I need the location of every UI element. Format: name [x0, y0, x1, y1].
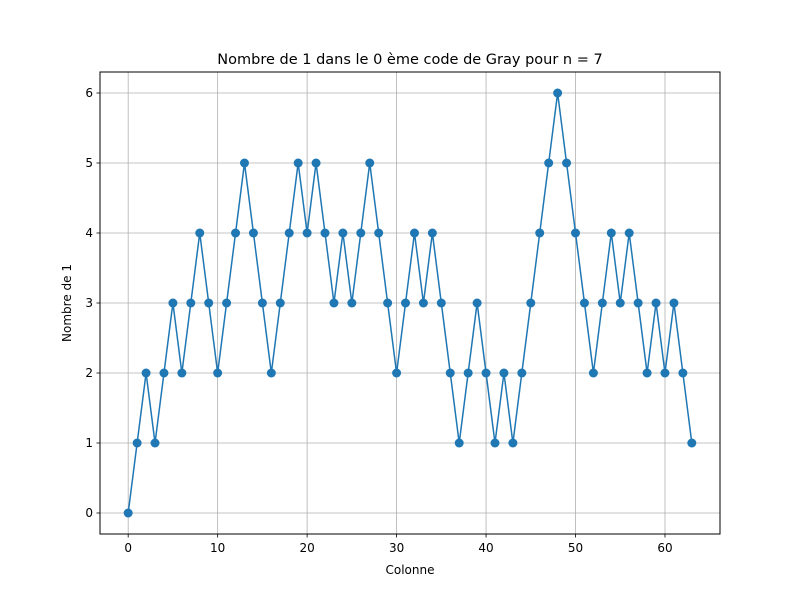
data-point — [248, 228, 258, 238]
data-point — [490, 438, 500, 448]
x-tick-label: 50 — [568, 541, 583, 555]
x-axis-label: Colonne — [386, 563, 435, 577]
data-point — [141, 368, 151, 378]
data-point — [401, 298, 411, 308]
data-point — [553, 88, 563, 98]
data-point — [383, 298, 393, 308]
data-point — [436, 298, 446, 308]
data-point — [579, 298, 589, 308]
data-point — [454, 438, 464, 448]
data-point — [150, 438, 160, 448]
data-point — [266, 368, 276, 378]
data-point — [231, 228, 241, 238]
data-point — [195, 228, 205, 238]
data-point — [338, 228, 348, 238]
data-point — [213, 368, 223, 378]
y-tick-label: 4 — [85, 226, 93, 240]
data-point — [615, 298, 625, 308]
data-point — [302, 228, 312, 238]
data-point — [499, 368, 509, 378]
data-point — [159, 368, 169, 378]
data-point — [624, 228, 634, 238]
x-tick-label: 60 — [657, 541, 672, 555]
data-point — [374, 228, 384, 238]
y-tick-label: 5 — [85, 156, 93, 170]
data-point — [392, 368, 402, 378]
series-layer — [123, 88, 697, 518]
y-tick-label: 6 — [85, 86, 93, 100]
data-point — [508, 438, 518, 448]
data-point — [204, 298, 214, 308]
data-point — [535, 228, 545, 238]
data-point — [347, 298, 357, 308]
data-point — [633, 298, 643, 308]
data-point — [544, 158, 554, 168]
data-point — [356, 228, 366, 238]
x-tick-label: 0 — [124, 541, 132, 555]
data-point — [222, 298, 232, 308]
data-point — [123, 508, 133, 518]
data-point — [687, 438, 697, 448]
x-tick-label: 30 — [389, 541, 404, 555]
y-axis-label: Nombre de 1 — [60, 264, 74, 342]
data-point — [597, 298, 607, 308]
data-point — [239, 158, 249, 168]
data-point — [329, 298, 339, 308]
tick-layer: 0 10 20 30 40 50 60 0 1 2 3 4 5 6 — [85, 86, 672, 555]
data-point — [481, 368, 491, 378]
data-point — [571, 228, 581, 238]
data-point — [177, 368, 187, 378]
x-tick-label: 40 — [478, 541, 493, 555]
y-tick-label: 3 — [85, 296, 93, 310]
y-tick-label: 1 — [85, 436, 93, 450]
data-point — [472, 298, 482, 308]
data-point — [517, 368, 527, 378]
data-point — [660, 368, 670, 378]
data-point — [365, 158, 375, 168]
data-point — [678, 368, 688, 378]
series-line — [127, 92, 693, 514]
y-tick-label: 2 — [85, 366, 93, 380]
data-point — [284, 228, 294, 238]
data-point — [186, 298, 196, 308]
data-point — [427, 228, 437, 238]
data-point — [293, 158, 303, 168]
data-point — [642, 368, 652, 378]
data-point — [320, 228, 330, 238]
chart-title: Nombre de 1 dans le 0 ème code de Gray p… — [217, 52, 602, 68]
data-point — [132, 438, 142, 448]
y-tick-label: 0 — [85, 506, 93, 520]
data-point — [526, 298, 536, 308]
data-point — [168, 298, 178, 308]
data-point — [562, 158, 572, 168]
data-point — [669, 298, 679, 308]
data-point — [606, 228, 616, 238]
data-point — [445, 368, 455, 378]
data-point — [409, 228, 419, 238]
data-point — [311, 158, 321, 168]
data-point — [463, 368, 473, 378]
data-point — [275, 298, 285, 308]
x-tick-label: 20 — [299, 541, 314, 555]
data-point — [651, 298, 661, 308]
x-tick-label: 10 — [210, 541, 225, 555]
data-point — [418, 298, 428, 308]
data-point — [257, 298, 267, 308]
data-point — [588, 368, 598, 378]
